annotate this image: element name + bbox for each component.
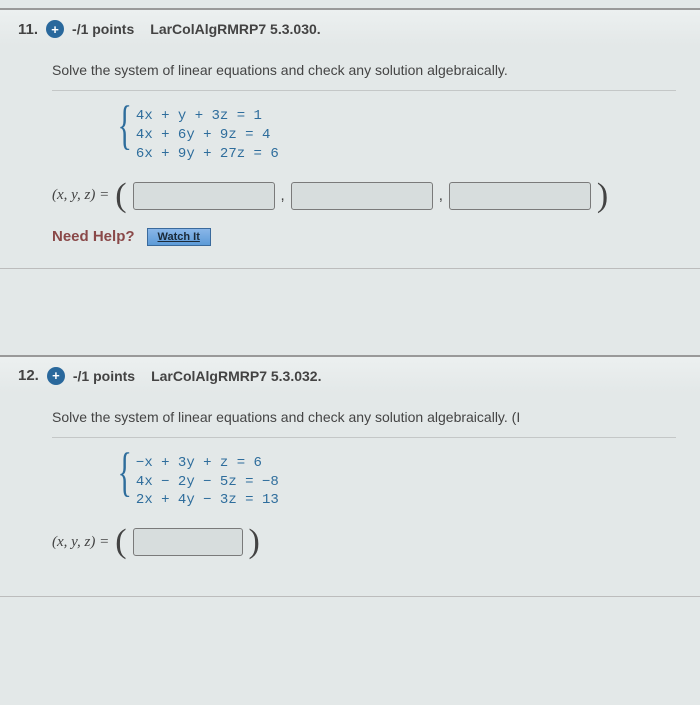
left-brace-icon: { [118, 105, 132, 164]
left-brace-icon: { [118, 452, 132, 511]
need-help-label: Need Help? [52, 228, 135, 245]
equation-system: { −x + 3y + z = 6 4x − 2y − 5z = −8 2x +… [106, 452, 676, 511]
instruction-text: Solve the system of linear equations and… [52, 403, 676, 438]
answer-z-input[interactable] [449, 182, 591, 210]
equation-line: 4x + y + 3z = 1 [136, 107, 279, 126]
problem-number: 11. [18, 21, 38, 38]
need-help-row: Need Help? Watch It [52, 228, 676, 246]
equation-line: −x + 3y + z = 6 [136, 454, 279, 473]
equation-system: { 4x + y + 3z = 1 4x + 6y + 9z = 4 6x + … [106, 105, 676, 164]
problem-number: 12. [18, 367, 39, 384]
problem-body: Solve the system of linear equations and… [0, 46, 700, 268]
points-label: -/1 points [73, 368, 135, 384]
problem-header: 12. + -/1 points LarColAlgRMRP7 5.3.032. [0, 357, 700, 393]
equation-line: 4x − 2y − 5z = −8 [136, 473, 279, 492]
problem-body: Solve the system of linear equations and… [0, 393, 700, 597]
equation-line: 4x + 6y + 9z = 4 [136, 126, 279, 145]
answer-lhs: (x, y, z) = [52, 534, 109, 551]
equation-line: 2x + 4y − 3z = 13 [136, 491, 279, 510]
problem-source: LarColAlgRMRP7 5.3.030. [150, 21, 320, 37]
problem-header: 11. + -/1 points LarColAlgRMRP7 5.3.030. [0, 10, 700, 46]
comma: , [281, 187, 285, 204]
comma: , [439, 187, 443, 204]
points-label: -/1 points [72, 21, 134, 37]
answer-row: (x, y, z) = ( ) [52, 528, 676, 556]
answer-lhs: (x, y, z) = [52, 187, 109, 204]
instruction-text: Solve the system of linear equations and… [52, 56, 676, 91]
problem-11: 11. + -/1 points LarColAlgRMRP7 5.3.030.… [0, 8, 700, 269]
problem-12: 12. + -/1 points LarColAlgRMRP7 5.3.032.… [0, 355, 700, 598]
answer-row: (x, y, z) = ( , , ) [52, 182, 676, 210]
expand-icon[interactable]: + [47, 367, 65, 385]
equation-line: 6x + 9y + 27z = 6 [136, 145, 279, 164]
answer-y-input[interactable] [291, 182, 433, 210]
answer-x-input[interactable] [133, 182, 275, 210]
spacer [0, 269, 700, 347]
watch-it-button[interactable]: Watch It [147, 228, 211, 246]
answer-input[interactable] [133, 528, 243, 556]
problem-source: LarColAlgRMRP7 5.3.032. [151, 368, 321, 384]
expand-icon[interactable]: + [46, 20, 64, 38]
